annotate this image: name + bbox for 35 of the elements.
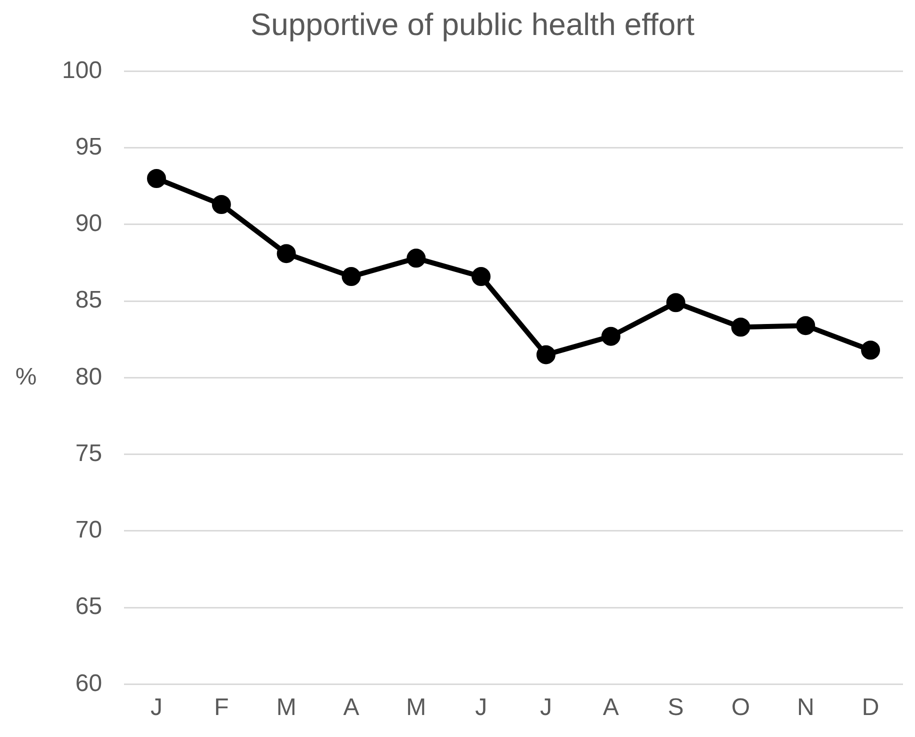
y-axis-title: % <box>15 363 37 390</box>
x-tick-label: A <box>602 694 619 722</box>
y-tick-label: 90 <box>75 210 102 238</box>
x-tick-label: M <box>276 694 296 722</box>
y-tick-label: 70 <box>75 516 102 544</box>
point <box>536 345 556 364</box>
x-tick-label: A <box>343 694 360 722</box>
chart-title: Supportive of public health effort <box>250 7 695 42</box>
point <box>342 267 361 286</box>
point <box>147 168 166 188</box>
x-tick-label: O <box>731 694 750 722</box>
y-tick-label: 95 <box>75 133 102 160</box>
x-tick-label: F <box>214 694 229 722</box>
y-tick-label: 100 <box>62 56 102 84</box>
point <box>406 248 426 268</box>
point <box>601 326 620 346</box>
point <box>731 318 750 337</box>
point <box>276 244 296 264</box>
y-tick-label: 85 <box>75 286 102 314</box>
point <box>212 195 231 214</box>
x-tick-label: S <box>668 694 684 722</box>
y-tick-label: 80 <box>75 363 102 390</box>
y-tick-label: 65 <box>75 593 102 620</box>
y-tick-label: 60 <box>75 670 102 697</box>
point <box>861 340 880 360</box>
y-tick-label: 75 <box>75 440 102 467</box>
x-tick-label: J <box>540 694 552 722</box>
x-tick-label: N <box>796 694 814 722</box>
x-tick-label: J <box>475 694 488 722</box>
x-tick-label: J <box>150 694 162 722</box>
point <box>472 267 491 286</box>
x-tick-label: M <box>406 694 426 722</box>
point <box>796 316 816 336</box>
point <box>666 293 686 312</box>
x-tick-label: D <box>862 694 880 722</box>
